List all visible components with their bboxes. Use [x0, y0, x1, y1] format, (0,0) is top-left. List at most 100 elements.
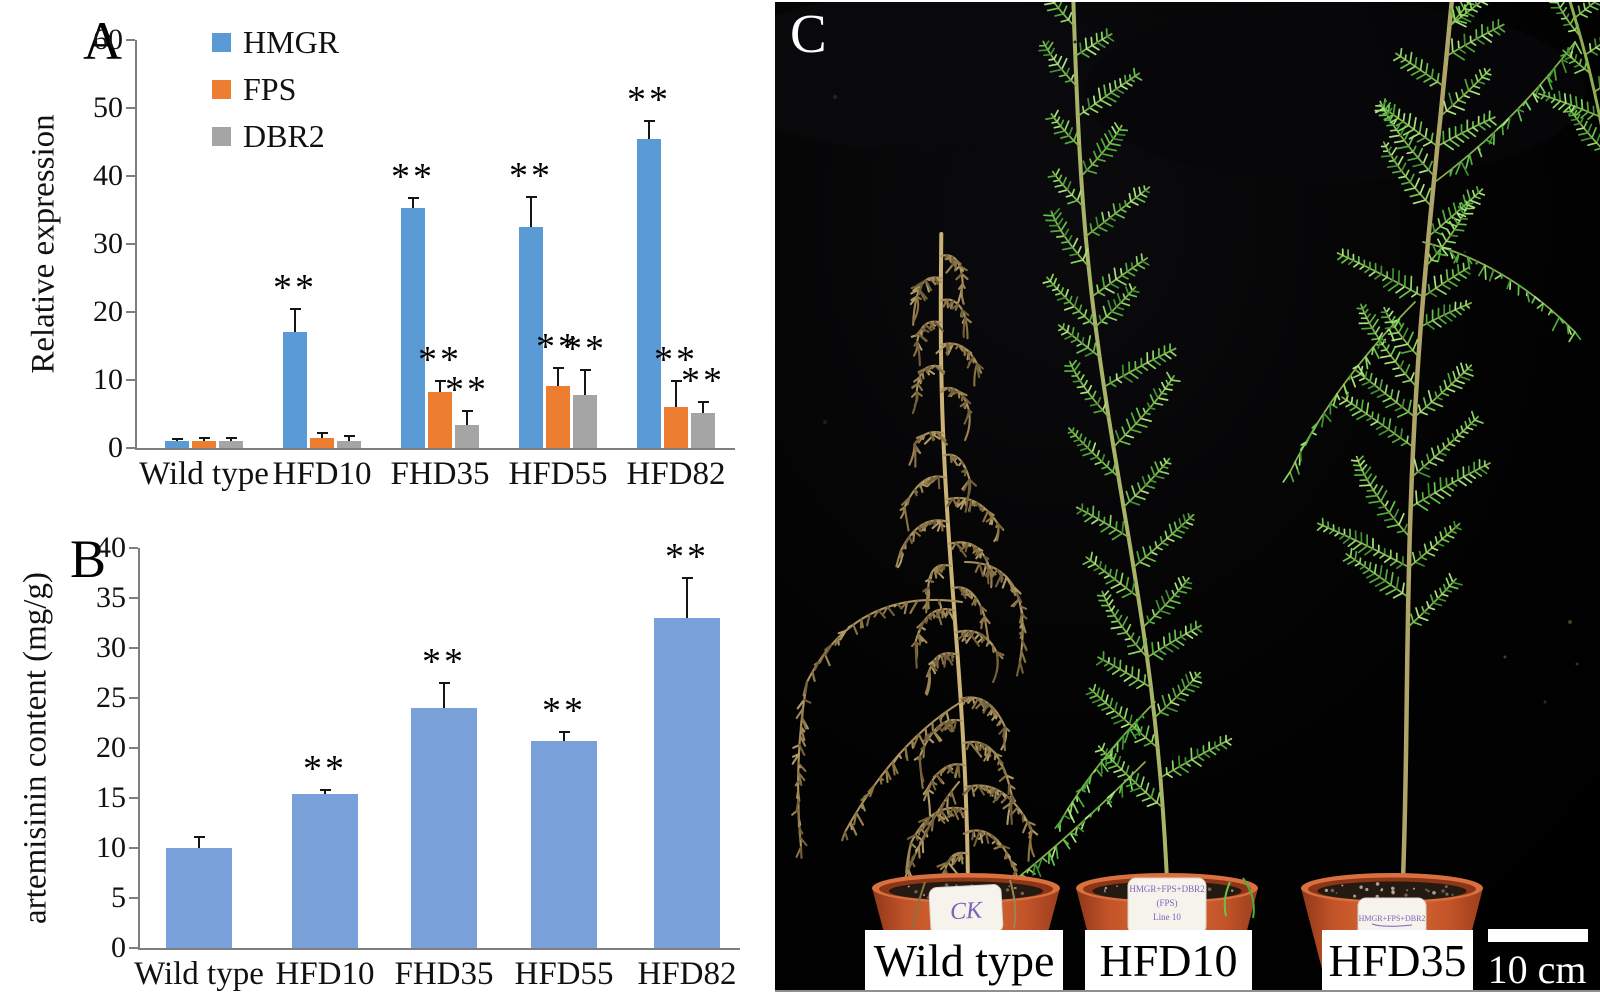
error-bar	[321, 433, 323, 439]
y-tick-label: 25	[96, 681, 126, 714]
error-bar-cap	[697, 400, 709, 403]
legend-swatch-dbr2	[212, 126, 231, 146]
hfd10-plant-foliage	[1045, 2, 1228, 860]
error-bar	[466, 411, 468, 425]
dust-speck	[1543, 700, 1547, 704]
soil-speck	[1445, 892, 1449, 896]
y-tick-label: 40	[93, 159, 123, 192]
soil-speck	[1441, 889, 1445, 893]
legend-item-fps: FPS	[212, 73, 339, 105]
soil-speck	[1020, 891, 1024, 896]
y-axis-tick	[129, 697, 138, 699]
error-bar	[412, 197, 414, 208]
y-axis-tick	[129, 547, 138, 549]
bar-fps-fhd35	[428, 392, 452, 448]
hfd10-plant-sprig	[1223, 881, 1231, 917]
error-bar-cap	[438, 682, 450, 684]
error-bar-cap	[316, 432, 328, 435]
legend-label-fps: FPS	[243, 71, 297, 107]
soil-speck	[1404, 893, 1408, 897]
soil-speck	[1425, 888, 1428, 891]
legend-label-dbr2: DBR2	[243, 118, 325, 154]
panel-a-legend: HMGR FPS DBR2	[212, 26, 339, 152]
pot-tag-text: CK	[949, 897, 984, 925]
significance-marker: **	[654, 338, 698, 381]
label-wild-type: Wild type	[865, 930, 1063, 990]
x-category-label: Wild type	[139, 456, 269, 492]
y-axis-tick	[129, 597, 138, 599]
soil-speck	[1391, 886, 1395, 891]
soil-speck	[1375, 894, 1379, 899]
error-bar-cap	[319, 789, 331, 791]
error-bar	[563, 732, 565, 741]
pot-tag-scribble	[1371, 923, 1413, 927]
soil-speck	[1375, 882, 1380, 886]
y-tick-label: 15	[96, 781, 126, 814]
label-hfd35: HFD35	[1322, 930, 1473, 990]
error-bar	[686, 578, 688, 618]
error-bar	[530, 197, 532, 227]
bar-artemisinin-wild-type	[166, 848, 232, 948]
soil-speck	[1005, 888, 1010, 892]
error-bar-cap	[552, 367, 564, 370]
pot-tag: HMGR+FPS+DBR2 (FPS) Line 10	[1127, 877, 1207, 935]
soil-speck	[1412, 887, 1415, 890]
x-category-label: FHD35	[394, 956, 494, 992]
y-axis-tick	[126, 311, 135, 313]
y-tick-label: 40	[96, 531, 126, 564]
y-axis-tick	[129, 647, 138, 649]
dust-speck	[1463, 250, 1467, 254]
error-bar	[203, 438, 205, 442]
bar-artemisinin-hfd10	[292, 794, 358, 948]
hfd10-plant-sprig	[1242, 877, 1255, 919]
wild-type-plant-foliage	[795, 254, 1032, 922]
error-bar	[198, 837, 200, 848]
soil-speck	[1104, 886, 1108, 890]
soil-speck	[1116, 885, 1118, 887]
x-axis-line	[135, 448, 735, 450]
legend-label-hmgr: HMGR	[243, 24, 340, 60]
label-hfd10: HFD10	[1085, 930, 1252, 990]
y-tick-label: 20	[93, 295, 123, 328]
bar-hmgr-hfd10	[283, 332, 307, 448]
y-tick-label: 10	[93, 363, 123, 396]
scale-bar	[1488, 929, 1588, 942]
y-tick-label: 0	[111, 931, 126, 964]
y-tick-label: 30	[93, 227, 123, 260]
significance-marker: **	[681, 359, 725, 402]
bar-artemisinin-fhd35	[411, 708, 477, 948]
error-bar	[443, 683, 445, 708]
dust-speck	[1073, 40, 1077, 44]
y-axis-tick	[126, 39, 135, 41]
error-bar-cap	[643, 119, 655, 122]
error-bar-cap	[171, 438, 183, 441]
dust-speck	[1575, 662, 1579, 666]
significance-marker: **	[542, 690, 586, 732]
dust-speck	[1568, 620, 1572, 624]
dust-speck	[823, 420, 827, 424]
soil-speck	[1353, 894, 1357, 898]
error-bar-cap	[343, 435, 355, 438]
y-axis-tick	[126, 107, 135, 109]
bar-fps-hfd10	[310, 438, 334, 448]
soil-speck	[1008, 885, 1011, 888]
x-category-label: FHD35	[390, 456, 490, 492]
soil-speck	[907, 885, 910, 888]
significance-marker: **	[303, 748, 347, 790]
y-tick-label: 60	[93, 23, 123, 56]
legend-swatch-fps	[212, 79, 231, 99]
hfd10-plant-foliage	[1020, 5, 1222, 878]
wild-type-plant-strand	[1009, 879, 1017, 929]
error-bar	[648, 120, 650, 139]
pot-tag-text: Line 10	[1153, 912, 1181, 922]
y-tick-label: 0	[108, 431, 123, 464]
soil-speck	[1335, 892, 1338, 894]
error-bar	[702, 401, 704, 413]
error-bar	[348, 436, 350, 441]
y-axis-tick	[126, 379, 135, 381]
panel-c-letter: C	[790, 3, 827, 64]
error-bar	[584, 370, 586, 395]
significance-marker: **	[563, 328, 607, 371]
x-category-label: HFD55	[514, 956, 614, 992]
error-bar	[324, 790, 326, 794]
